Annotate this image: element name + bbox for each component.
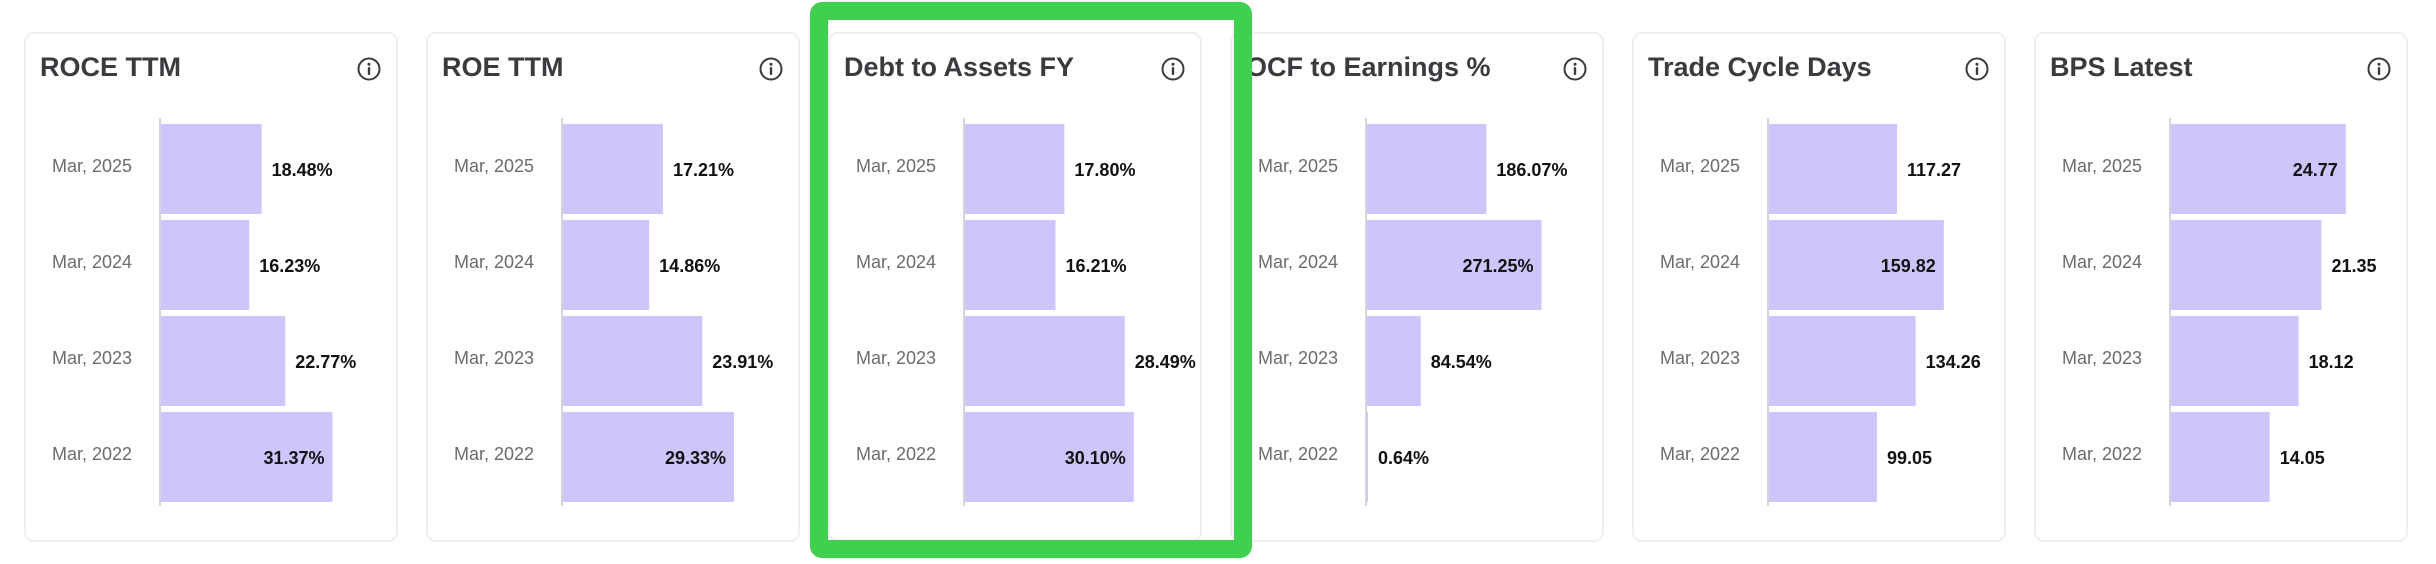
bar: [2170, 412, 2270, 502]
info-icon[interactable]: [758, 56, 784, 82]
chart-title: Debt to Assets FY: [844, 52, 1075, 82]
bar: [1768, 124, 1897, 214]
value-label: 16.21%: [1065, 256, 1126, 276]
bar: [1366, 124, 1487, 214]
category-label: Mar, 2024: [52, 252, 132, 272]
bar-chart: Mar, 2025 24.77 Mar, 2024 21.35 Mar, 2023 18.…: [2062, 118, 2377, 506]
value-label: 117.27: [1907, 160, 1961, 180]
value-label: 23.91%: [712, 352, 773, 372]
category-label: Mar, 2025: [856, 156, 936, 176]
category-label: Mar, 2023: [52, 348, 132, 368]
chart-title: ROCE TTM: [40, 52, 181, 82]
category-label: Mar, 2024: [454, 252, 534, 272]
category-label: Mar, 2023: [1258, 348, 1338, 368]
category-label: Mar, 2022: [2062, 444, 2142, 464]
value-label: 271.25%: [1462, 256, 1533, 276]
bar: [2170, 316, 2299, 406]
value-label: 18.48%: [272, 160, 333, 180]
bar: [1366, 220, 1542, 310]
value-label: 21.35: [2332, 256, 2377, 276]
bar: [160, 124, 262, 214]
info-icon[interactable]: [2366, 56, 2392, 82]
chart-card-ocf-to-earnings: OCF to Earnings % Mar, 2025 186.07% Mar, 2…: [1230, 32, 1604, 542]
bar: [964, 220, 1056, 310]
category-label: Mar, 2025: [454, 156, 534, 176]
chart-card-debt-to-assets-fy: Debt to Assets FY Mar, 2025 17.80% Mar, 20…: [828, 32, 1202, 542]
bar-chart: Mar, 2025 17.80% Mar, 2024 16.21% Mar, 2023 2…: [856, 118, 1196, 506]
value-label: 18.12: [2309, 352, 2354, 372]
category-label: Mar, 2025: [1258, 156, 1338, 176]
value-label: 31.37%: [263, 448, 324, 468]
bar: [1768, 220, 1944, 310]
value-label: 14.86%: [659, 256, 720, 276]
value-label: 22.77%: [295, 352, 356, 372]
chart-card-trade-cycle-days: Trade Cycle Days Mar, 2025 117.27 Mar, 202…: [1632, 32, 2006, 542]
bar-chart: Mar, 2025 17.21% Mar, 2024 14.86% Mar, 2023 2…: [454, 118, 773, 506]
category-label: Mar, 2025: [52, 156, 132, 176]
value-label: 159.82: [1881, 256, 1936, 276]
bar: [160, 316, 286, 406]
bar: [562, 124, 663, 214]
bar: [964, 124, 1065, 214]
chart-card-bps-latest: BPS Latest Mar, 2025 24.77 Mar, 2024 21.35 M…: [2034, 32, 2408, 542]
category-label: Mar, 2024: [856, 252, 936, 272]
bar: [160, 220, 250, 310]
category-label: Mar, 2023: [856, 348, 936, 368]
bar-chart: Mar, 2025 117.27 Mar, 2024 159.82 Mar, 2023 1…: [1660, 118, 1981, 506]
value-label: 99.05: [1887, 448, 1932, 468]
bar: [1768, 412, 1877, 502]
category-label: Mar, 2023: [2062, 348, 2142, 368]
category-label: Mar, 2023: [1660, 348, 1740, 368]
chart-title: Trade Cycle Days: [1648, 52, 1872, 82]
bar: [562, 316, 703, 406]
chart-card-roe-ttm: ROE TTM Mar, 2025 17.21% Mar, 2024 14.86% Ma…: [426, 32, 800, 542]
category-label: Mar, 2022: [1660, 444, 1740, 464]
bar: [2170, 220, 2322, 310]
value-label: 17.21%: [673, 160, 734, 180]
value-label: 24.77: [2293, 160, 2338, 180]
bar: [964, 316, 1125, 406]
category-label: Mar, 2024: [2062, 252, 2142, 272]
info-icon[interactable]: [356, 56, 382, 82]
bar: [1366, 316, 1421, 406]
info-icon[interactable]: [1964, 56, 1990, 82]
value-label: 16.23%: [259, 256, 320, 276]
category-label: Mar, 2022: [454, 444, 534, 464]
value-label: 30.10%: [1065, 448, 1126, 468]
category-label: Mar, 2025: [2062, 156, 2142, 176]
value-label: 28.49%: [1135, 352, 1196, 372]
bar: [562, 220, 650, 310]
bar: [2170, 124, 2346, 214]
category-label: Mar, 2023: [454, 348, 534, 368]
category-label: Mar, 2022: [1258, 444, 1338, 464]
info-icon[interactable]: [1160, 56, 1186, 82]
bar: [1768, 316, 1916, 406]
value-label: 134.26: [1926, 352, 1981, 372]
value-label: 84.54%: [1431, 352, 1492, 372]
chart-title: BPS Latest: [2050, 52, 2193, 82]
bar: [562, 412, 735, 502]
bar-chart: Mar, 2025 186.07% Mar, 2024 271.25% Mar, 202…: [1258, 118, 1567, 506]
value-label: 0.64%: [1378, 448, 1429, 468]
chart-title: OCF to Earnings %: [1246, 52, 1491, 82]
category-label: Mar, 2022: [856, 444, 936, 464]
value-label: 29.33%: [665, 448, 726, 468]
bar: [160, 412, 333, 502]
category-label: Mar, 2025: [1660, 156, 1740, 176]
bar: [964, 412, 1134, 502]
category-label: Mar, 2024: [1258, 252, 1338, 272]
bar-chart: Mar, 2025 18.48% Mar, 2024 16.23% Mar, 2023 2…: [52, 118, 356, 506]
category-label: Mar, 2022: [52, 444, 132, 464]
chart-card-roce-ttm: ROCE TTM Mar, 2025 18.48% Mar, 2024 16.23% M…: [24, 32, 398, 542]
value-label: 186.07%: [1496, 160, 1567, 180]
value-label: 17.80%: [1074, 160, 1135, 180]
info-icon[interactable]: [1562, 56, 1588, 82]
value-label: 14.05: [2280, 448, 2325, 468]
category-label: Mar, 2024: [1660, 252, 1740, 272]
chart-title: ROE TTM: [442, 52, 564, 82]
